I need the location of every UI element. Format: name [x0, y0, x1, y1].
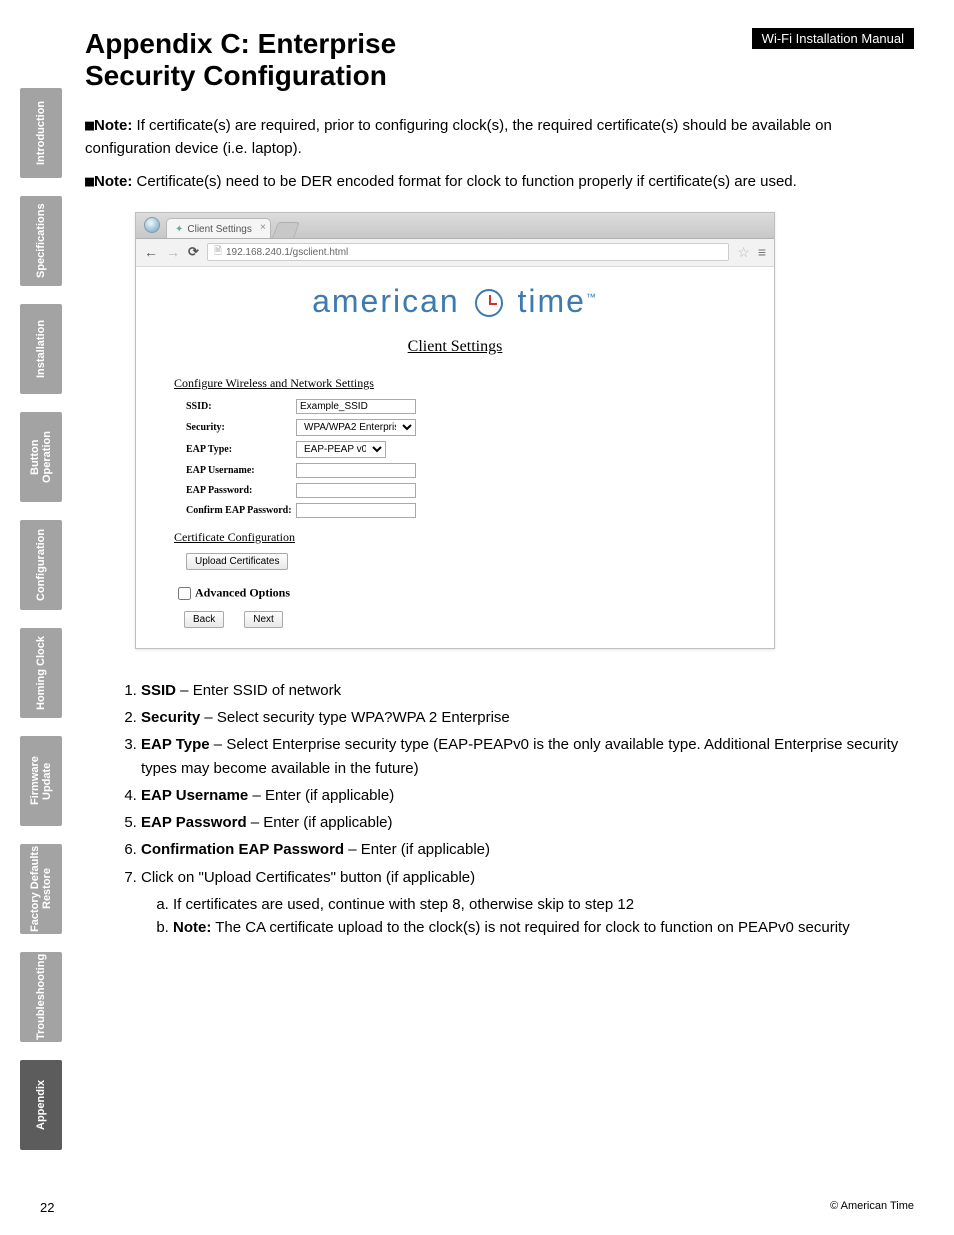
step-3: EAP Type – Select Enterprise security ty…: [141, 733, 914, 780]
client-settings-title: Client Settings: [160, 338, 750, 356]
side-tab-appendix[interactable]: Appendix: [20, 1060, 62, 1150]
eap-type-select[interactable]: EAP-PEAP v0: [296, 441, 386, 458]
eap-type-label: EAP Type:: [186, 444, 296, 455]
next-button[interactable]: Next: [244, 611, 283, 628]
tab-favicon: ✦: [175, 224, 183, 235]
step-2: Security – Select security type WPA?WPA …: [141, 706, 914, 729]
back-button[interactable]: Back: [184, 611, 224, 628]
ssid-input[interactable]: [296, 399, 416, 414]
note-2: ■Note: Certificate(s) need to be DER enc…: [85, 170, 914, 194]
side-tabs: Introduction Specifications Installation Bu…: [20, 88, 62, 1150]
side-tab-configuration[interactable]: Configuration: [20, 520, 62, 610]
manual-badge: Wi-Fi Installation Manual: [752, 28, 914, 49]
section-wireless: Configure Wireless and Network Settings: [174, 376, 750, 391]
side-tab-introduction[interactable]: Introduction: [20, 88, 62, 178]
side-tab-homing-clock[interactable]: Homing Clock: [20, 628, 62, 718]
security-select[interactable]: WPA/WPA2 Enterprise: [296, 419, 416, 436]
clock-icon: [475, 289, 503, 317]
step-5: EAP Password – Enter (if applicable): [141, 811, 914, 834]
advanced-checkbox[interactable]: [178, 587, 191, 600]
note-1: ■Note: If certificate(s) are required, p…: [85, 114, 914, 160]
ssid-label: SSID:: [186, 401, 296, 412]
security-label: Security:: [186, 422, 296, 433]
step-7a: If certificates are used, continue with …: [173, 893, 914, 916]
browser-tab-label: Client Settings: [187, 224, 251, 235]
page-footer: 22 © American Time: [40, 1200, 914, 1215]
step-6: Confirmation EAP Password – Enter (if ap…: [141, 838, 914, 861]
section-cert: Certificate Configuration: [174, 530, 750, 545]
step-7: Click on "Upload Certificates" button (i…: [141, 866, 914, 940]
url-input[interactable]: 🗎 192.168.240.1/gsclient.html: [207, 243, 729, 261]
side-tab-specifications[interactable]: Specifications: [20, 196, 62, 286]
close-icon[interactable]: ×: [260, 222, 266, 233]
brand-logo: american time™: [160, 283, 750, 320]
tab-strip: ✦ Client Settings ×: [136, 213, 774, 239]
browser-tab[interactable]: ✦ Client Settings ×: [166, 218, 271, 238]
step-1: SSID – Enter SSID of network: [141, 679, 914, 702]
side-tab-button-operation[interactable]: Button Operation: [20, 412, 62, 502]
upload-certificates-button[interactable]: Upload Certificates: [186, 553, 288, 570]
globe-icon: [144, 217, 160, 233]
new-tab-button[interactable]: [272, 222, 300, 238]
menu-icon[interactable]: ≡: [758, 244, 766, 260]
side-tab-factory-defaults-restore[interactable]: Factory Defaults Restore: [20, 844, 62, 934]
side-tab-firmware-update[interactable]: Firmware Update: [20, 736, 62, 826]
eap-conf-label: Confirm EAP Password:: [186, 505, 296, 516]
eap-password-input[interactable]: [296, 483, 416, 498]
address-bar: ← → ⟳ 🗎 192.168.240.1/gsclient.html ☆ ≡: [136, 239, 774, 267]
back-icon[interactable]: ←: [144, 244, 158, 260]
instruction-list: SSID – Enter SSID of network Security – …: [115, 679, 914, 940]
page-number: 22: [40, 1200, 54, 1215]
copyright: © American Time: [830, 1200, 914, 1215]
side-tab-installation[interactable]: Installation: [20, 304, 62, 394]
reload-icon[interactable]: ⟳: [188, 244, 199, 260]
file-icon: 🗎: [214, 244, 222, 261]
eap-pass-label: EAP Password:: [186, 485, 296, 496]
browser-screenshot: ✦ Client Settings × ← → ⟳ 🗎 192.168.240.…: [135, 212, 775, 649]
star-icon[interactable]: ☆: [737, 244, 750, 261]
page-title: Appendix C: Enterprise Security Configur…: [85, 28, 505, 92]
advanced-options-row[interactable]: Advanced Options: [174, 584, 750, 603]
step-7b: Note: The CA certificate upload to the c…: [173, 916, 914, 939]
eap-username-input[interactable]: [296, 463, 416, 478]
forward-icon[interactable]: →: [166, 244, 180, 260]
eap-confirm-input[interactable]: [296, 503, 416, 518]
side-tab-troubleshooting[interactable]: Troubleshooting: [20, 952, 62, 1042]
step-4: EAP Username – Enter (if applicable): [141, 784, 914, 807]
eap-user-label: EAP Username:: [186, 465, 296, 476]
